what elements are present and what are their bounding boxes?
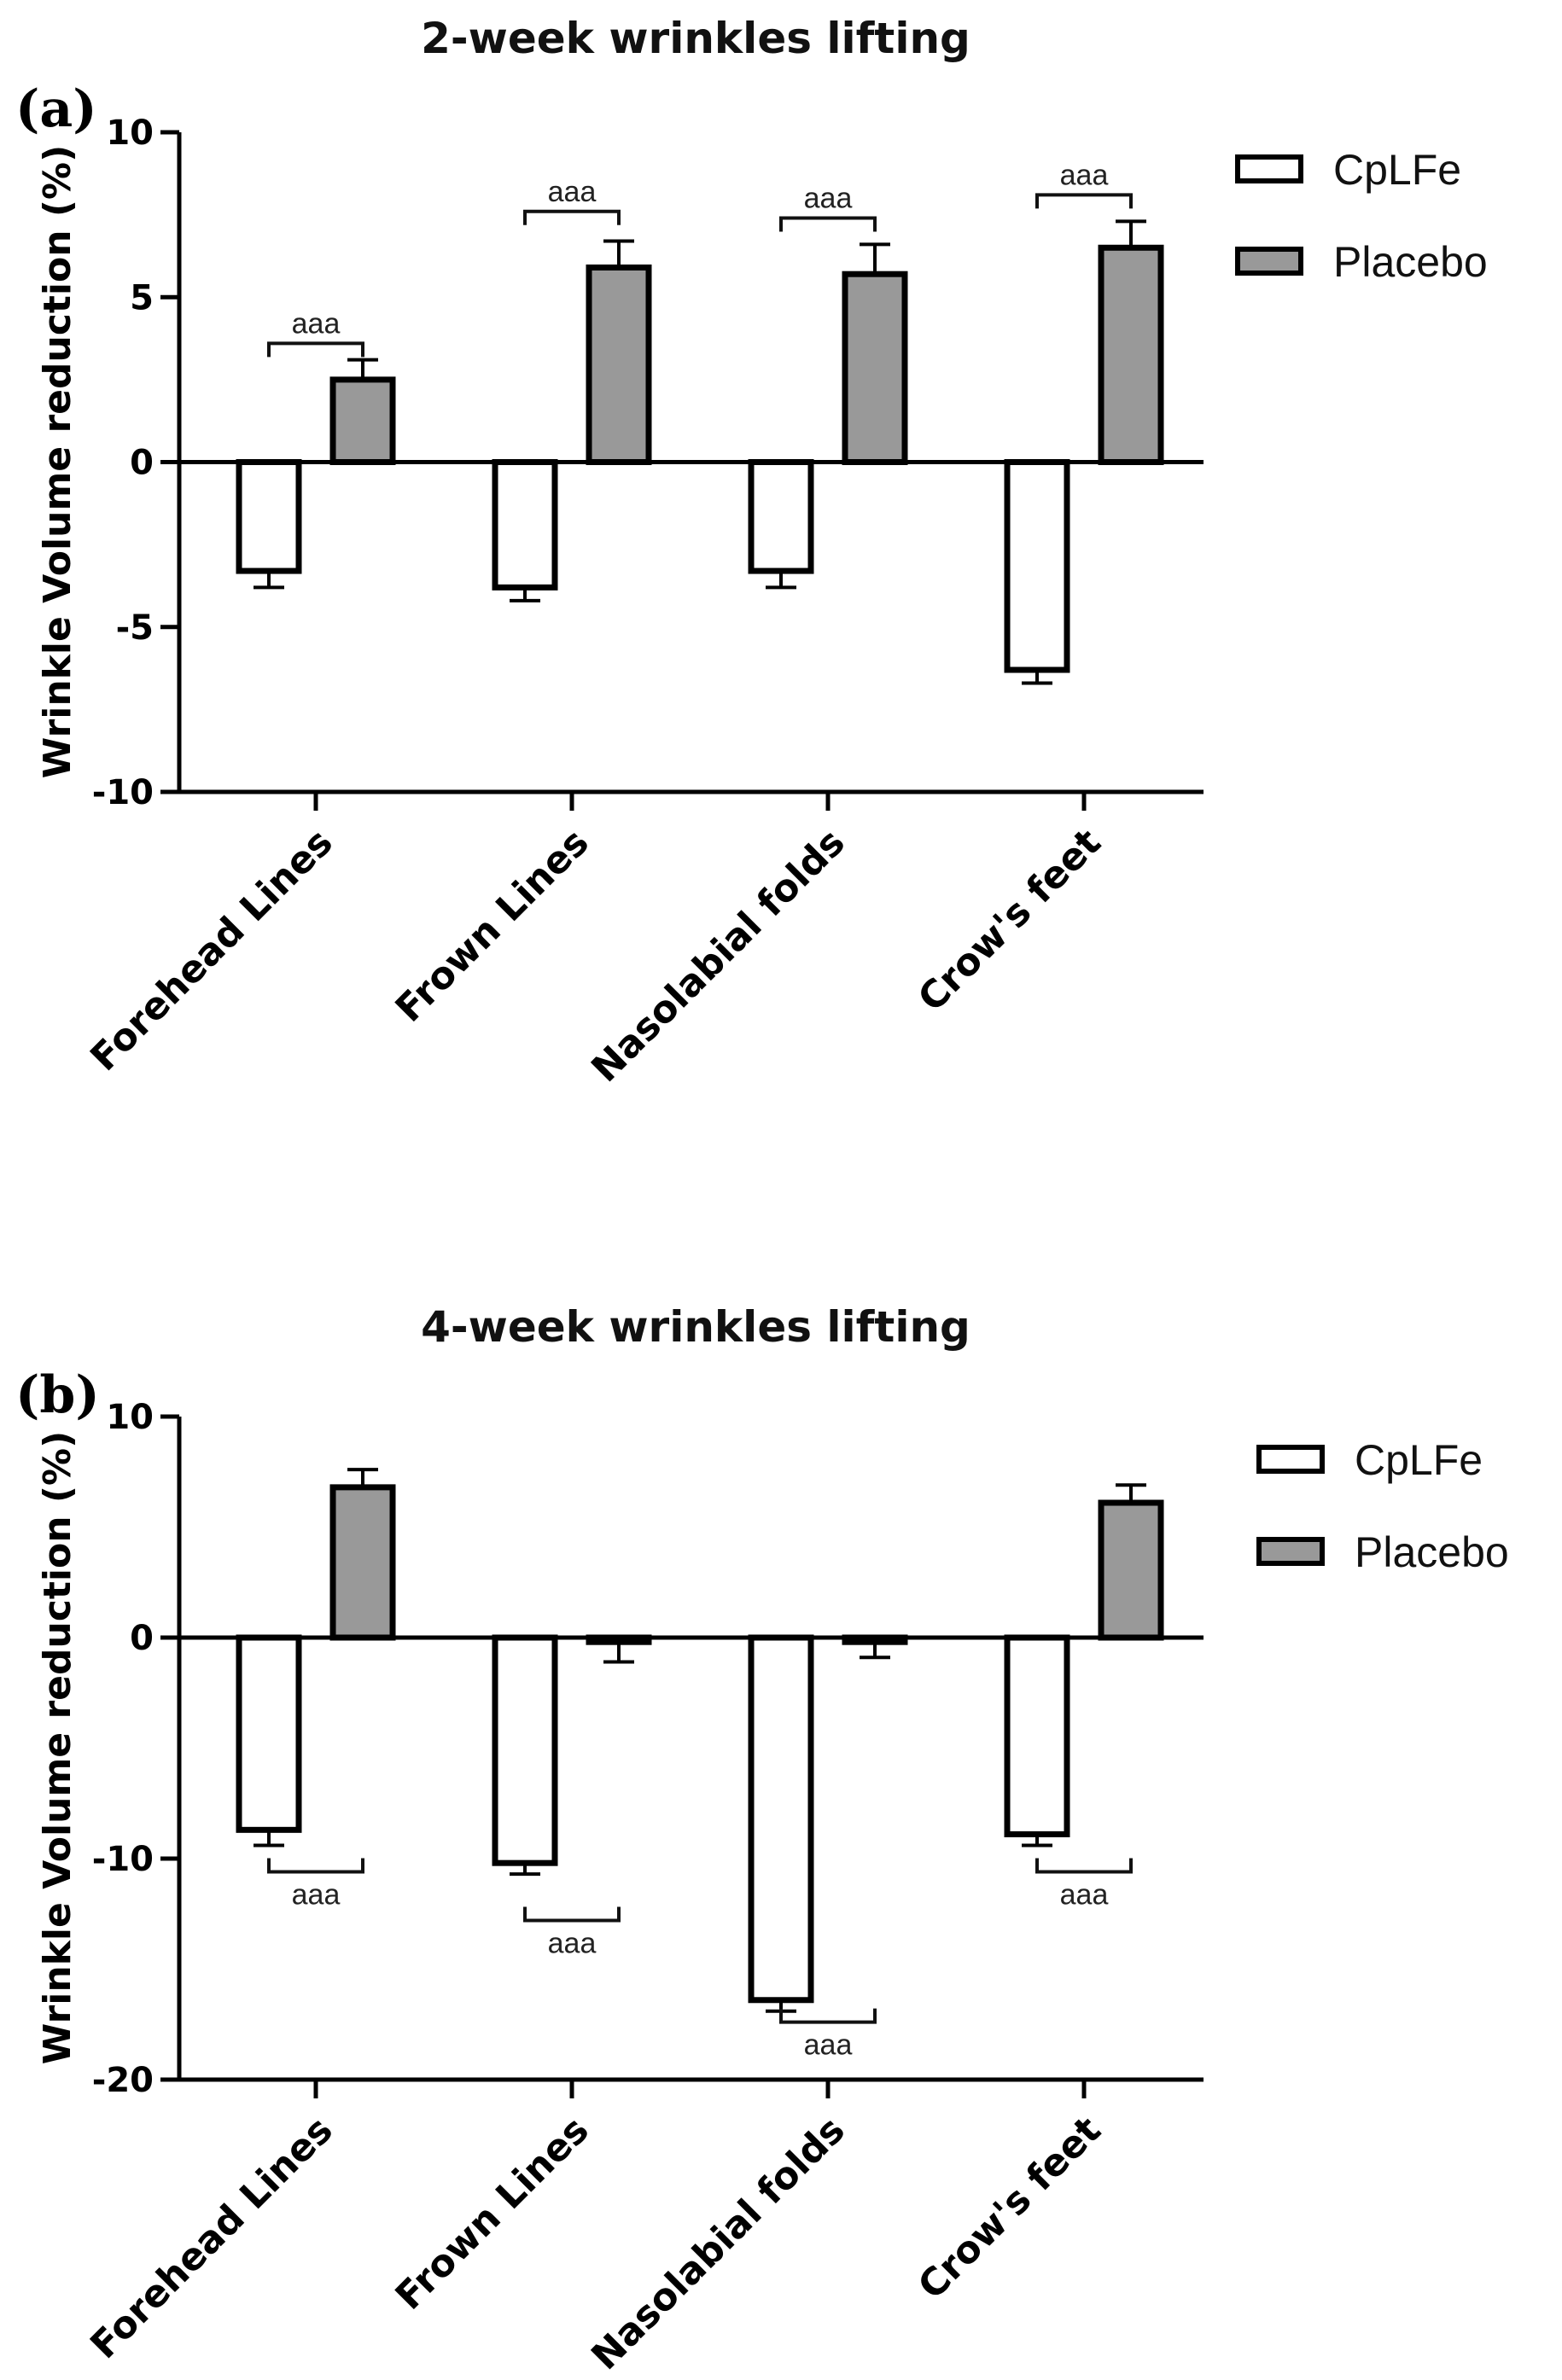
legend-label: Placebo: [1333, 238, 1488, 286]
legend-swatch-placebo: [1235, 247, 1303, 276]
bar-cplfe: [492, 1634, 558, 1866]
bar-placebo: [842, 1634, 908, 1645]
plot-area: 10 5 0 -5 -10 Forehead Lines aaa Frown Lines aaa…: [82, 113, 1204, 1091]
x-tick-label: Forehead Lines: [82, 821, 341, 1079]
bar-placebo: [1098, 1499, 1164, 1641]
bar-cplfe: [748, 459, 814, 574]
y-axis-label: Wrinkle Volume reduction (%): [36, 1431, 79, 2064]
bar-placebo: [586, 1634, 652, 1645]
significance-label: aaa: [804, 2029, 853, 2062]
y-tick-label: -20: [92, 2061, 154, 2100]
chart-title: 4-week wrinkles lifting: [421, 1302, 970, 1352]
y-tick-label: 0: [130, 444, 154, 483]
significance-label: aaa: [292, 307, 341, 340]
plot-area: 10 0 -10 -20 Forehead Lines aaa Frown Lines aaa…: [82, 1398, 1204, 2378]
significance-bracket: [779, 2008, 877, 2024]
x-tick-label: Frown Lines: [388, 821, 597, 1031]
bar-placebo: [329, 1484, 396, 1641]
legend: CpLFe Placebo: [1256, 1436, 1509, 1576]
significance-bracket: [267, 1858, 364, 1874]
y-tick-label: -5: [116, 608, 154, 648]
significance-bracket: [779, 216, 877, 232]
x-tick-label: Nasolabial folds: [583, 2109, 853, 2378]
significance-label: aaa: [548, 176, 597, 208]
bar-placebo: [586, 264, 652, 465]
y-tick-label: -10: [92, 773, 154, 812]
x-tick-label: Frown Lines: [388, 2109, 597, 2319]
panel-label: (a): [15, 79, 97, 139]
significance-label: aaa: [292, 1879, 341, 1912]
significance-label: aaa: [1060, 1879, 1109, 1912]
chart-panel-b: 4-week wrinkles lifting (b) Wrinkle Volu…: [15, 1302, 1509, 2378]
x-tick-label: Nasolabial folds: [583, 821, 853, 1091]
y-tick-label: 0: [130, 1619, 154, 1658]
bar-cplfe: [1004, 459, 1070, 673]
bar-cplfe: [748, 1634, 814, 2004]
legend-label: CpLFe: [1333, 146, 1461, 194]
x-tick-label: Crow's feet: [910, 2109, 1110, 2308]
legend: CpLFe Placebo: [1235, 146, 1488, 286]
legend-swatch-cplfe: [1256, 1445, 1325, 1474]
chart-panel-a: 2-week wrinkles lifting (a) Wrinkle Volu…: [15, 14, 1488, 1091]
legend-label: CpLFe: [1355, 1436, 1483, 1484]
significance-bracket: [267, 341, 364, 358]
legend-label: Placebo: [1355, 1528, 1509, 1576]
significance-bracket: [1035, 1858, 1133, 1874]
legend-swatch-placebo: [1256, 1537, 1325, 1566]
y-tick-label: 5: [130, 278, 154, 317]
x-tick-label: Forehead Lines: [82, 2109, 341, 2367]
significance-bracket: [523, 209, 621, 225]
significance-bracket: [523, 1906, 621, 1923]
legend-swatch-cplfe: [1235, 154, 1303, 183]
y-tick-label: -10: [92, 1840, 154, 1879]
panel-label: (b): [15, 1365, 100, 1425]
bar-cplfe: [236, 1634, 302, 1833]
x-tick-label: Crow's feet: [910, 821, 1110, 1021]
bar-placebo: [329, 376, 396, 465]
y-tick-label: 10: [106, 113, 154, 153]
bar-cplfe: [236, 459, 302, 574]
significance-bracket: [1035, 193, 1133, 209]
y-tick-label: 10: [106, 1398, 154, 1437]
bar-placebo: [1098, 244, 1164, 465]
significance-label: aaa: [804, 182, 853, 214]
significance-label: aaa: [1060, 159, 1109, 191]
y-axis-label: Wrinkle Volume reduction (%): [36, 145, 79, 778]
bar-cplfe: [1004, 1634, 1070, 1838]
chart-title: 2-week wrinkles lifting: [421, 14, 970, 63]
significance-label: aaa: [548, 1928, 597, 1960]
bar-cplfe: [492, 459, 558, 591]
bar-placebo: [842, 271, 908, 465]
